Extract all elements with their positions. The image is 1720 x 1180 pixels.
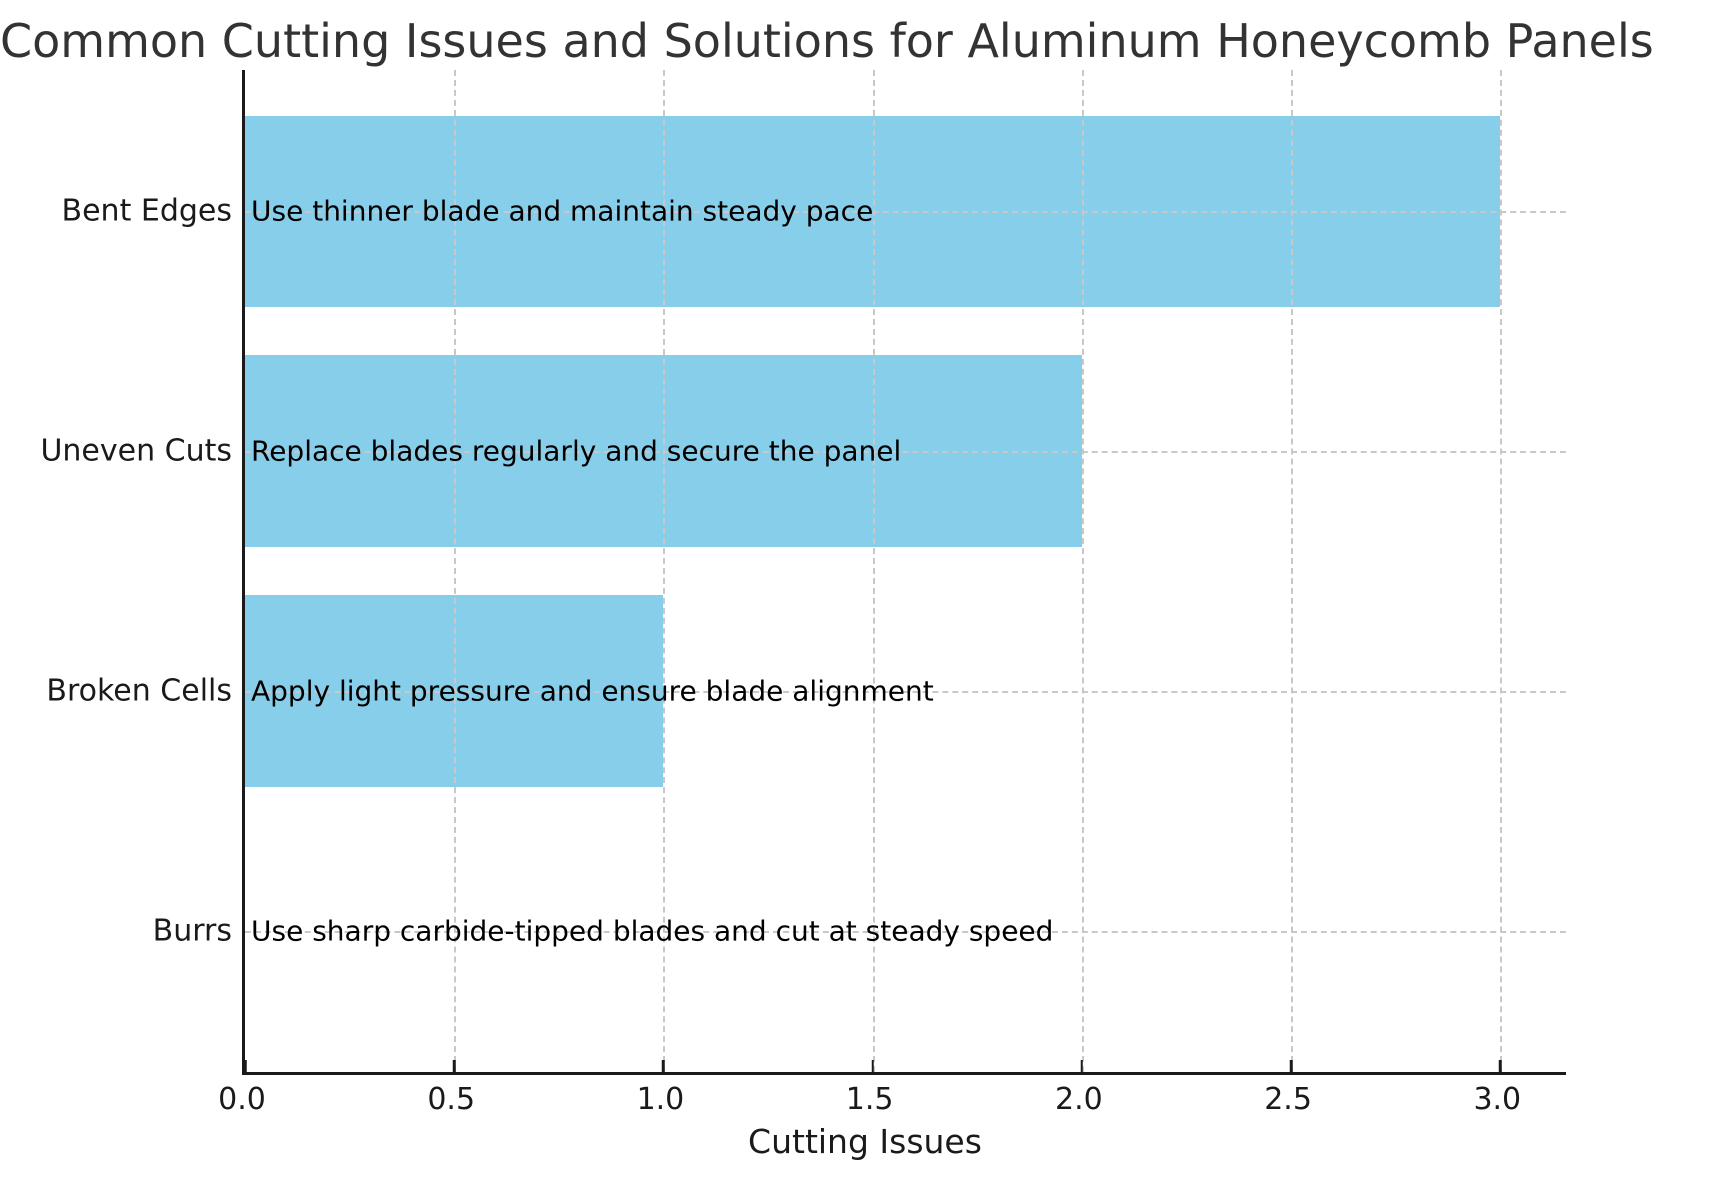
plot-area: Use thinner blade and maintain steady pa… xyxy=(242,70,1566,1075)
x-tick-label: 2.5 xyxy=(1264,1082,1312,1117)
x-tick-label: 1.0 xyxy=(636,1082,685,1117)
h-gridline xyxy=(245,690,1566,693)
bar-annotation: Use thinner blade and maintain steady pa… xyxy=(251,194,874,228)
x-tick-label: 0.5 xyxy=(427,1082,476,1117)
v-gridline xyxy=(454,70,457,1072)
y-tick-label: Uneven Cuts xyxy=(40,433,232,469)
x-tick-label: 2.0 xyxy=(1055,1082,1103,1117)
x-tick-mark xyxy=(871,1060,874,1072)
bar-annotation: Replace blades regularly and secure the … xyxy=(251,434,902,468)
x-axis-tick-labels: 0.0 0.5 1.0 1.5 2.0 2.5 3.0 xyxy=(218,1082,1563,1122)
x-tick-mark xyxy=(1289,1060,1293,1072)
h-gridline xyxy=(245,211,1566,214)
x-tick-mark xyxy=(452,1060,456,1072)
x-tick-label: 0.0 xyxy=(218,1082,266,1117)
v-gridline xyxy=(1500,70,1503,1072)
y-tick-label: Bent Edges xyxy=(61,193,232,229)
v-gridline xyxy=(872,70,875,1072)
x-tick-label: 1.5 xyxy=(845,1082,894,1117)
x-tick-mark xyxy=(662,1060,665,1072)
h-gridline xyxy=(245,451,1566,454)
x-tick-label: 3.0 xyxy=(1473,1082,1522,1117)
x-tick-mark xyxy=(243,1060,247,1072)
x-tick-mark xyxy=(1499,1060,1502,1072)
bar-annotation: Apply light pressure and ensure blade al… xyxy=(251,674,934,708)
y-tick-label: Broken Cells xyxy=(46,673,232,709)
h-gridline xyxy=(245,930,1566,933)
chart-title: Common Cutting Issues and Solutions for … xyxy=(0,14,1654,68)
y-axis-labels: Bent Edges Uneven Cuts Broken Cells Burrs xyxy=(0,70,232,1072)
v-gridline xyxy=(1291,70,1294,1072)
v-gridline xyxy=(1081,70,1084,1072)
x-tick-mark xyxy=(1080,1060,1084,1072)
x-axis-title: Cutting Issues xyxy=(748,1122,982,1161)
v-gridline xyxy=(663,70,666,1072)
y-tick-label: Burrs xyxy=(152,913,232,949)
bar-annotation: Use sharp carbide-tipped blades and cut … xyxy=(251,914,1054,948)
